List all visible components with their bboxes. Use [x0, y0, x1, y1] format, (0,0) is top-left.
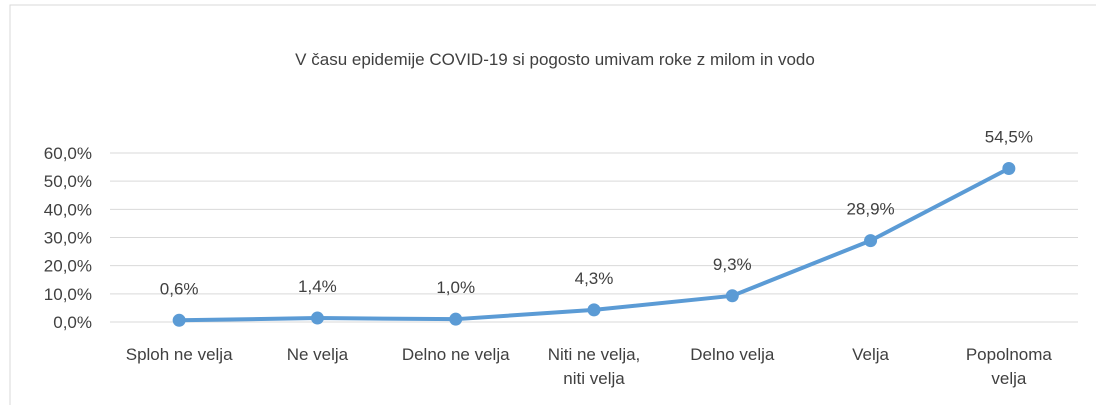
- marker: [449, 312, 463, 326]
- marker: [1002, 161, 1016, 175]
- x-tick-label: Popolnoma velja: [966, 345, 1053, 388]
- y-tick-label: 0,0%: [53, 313, 92, 332]
- chart-title: V času epidemije COVID-19 si pogosto umi…: [295, 50, 815, 69]
- data-label: 1,0%: [436, 278, 475, 297]
- marker: [310, 311, 324, 325]
- marker: [172, 313, 186, 327]
- y-tick-label: 30,0%: [44, 229, 92, 248]
- marker: [864, 234, 878, 248]
- y-tick-label: 10,0%: [44, 285, 92, 304]
- data-label: 54,5%: [985, 127, 1033, 146]
- x-tick-label: Sploh ne velja: [126, 345, 233, 364]
- data-label: 0,6%: [160, 279, 199, 298]
- marker: [725, 289, 739, 303]
- x-tick-label: Delno ne velja: [402, 345, 510, 364]
- data-label: 4,3%: [575, 269, 614, 288]
- y-tick-label: 60,0%: [44, 144, 92, 163]
- data-label: 28,9%: [846, 200, 894, 219]
- x-tick-label: Niti ne velja, niti velja: [548, 345, 641, 388]
- marker: [587, 303, 601, 317]
- data-label: 1,4%: [298, 277, 337, 296]
- y-tick-label: 20,0%: [44, 257, 92, 276]
- y-tick-label: 50,0%: [44, 172, 92, 191]
- data-label: 9,3%: [713, 255, 752, 274]
- x-tick-label: Velja: [852, 345, 889, 364]
- x-tick-label: Ne velja: [287, 345, 349, 364]
- x-tick-label: Delno velja: [690, 345, 775, 364]
- y-tick-label: 40,0%: [44, 200, 92, 219]
- chart-border: [9, 4, 1096, 405]
